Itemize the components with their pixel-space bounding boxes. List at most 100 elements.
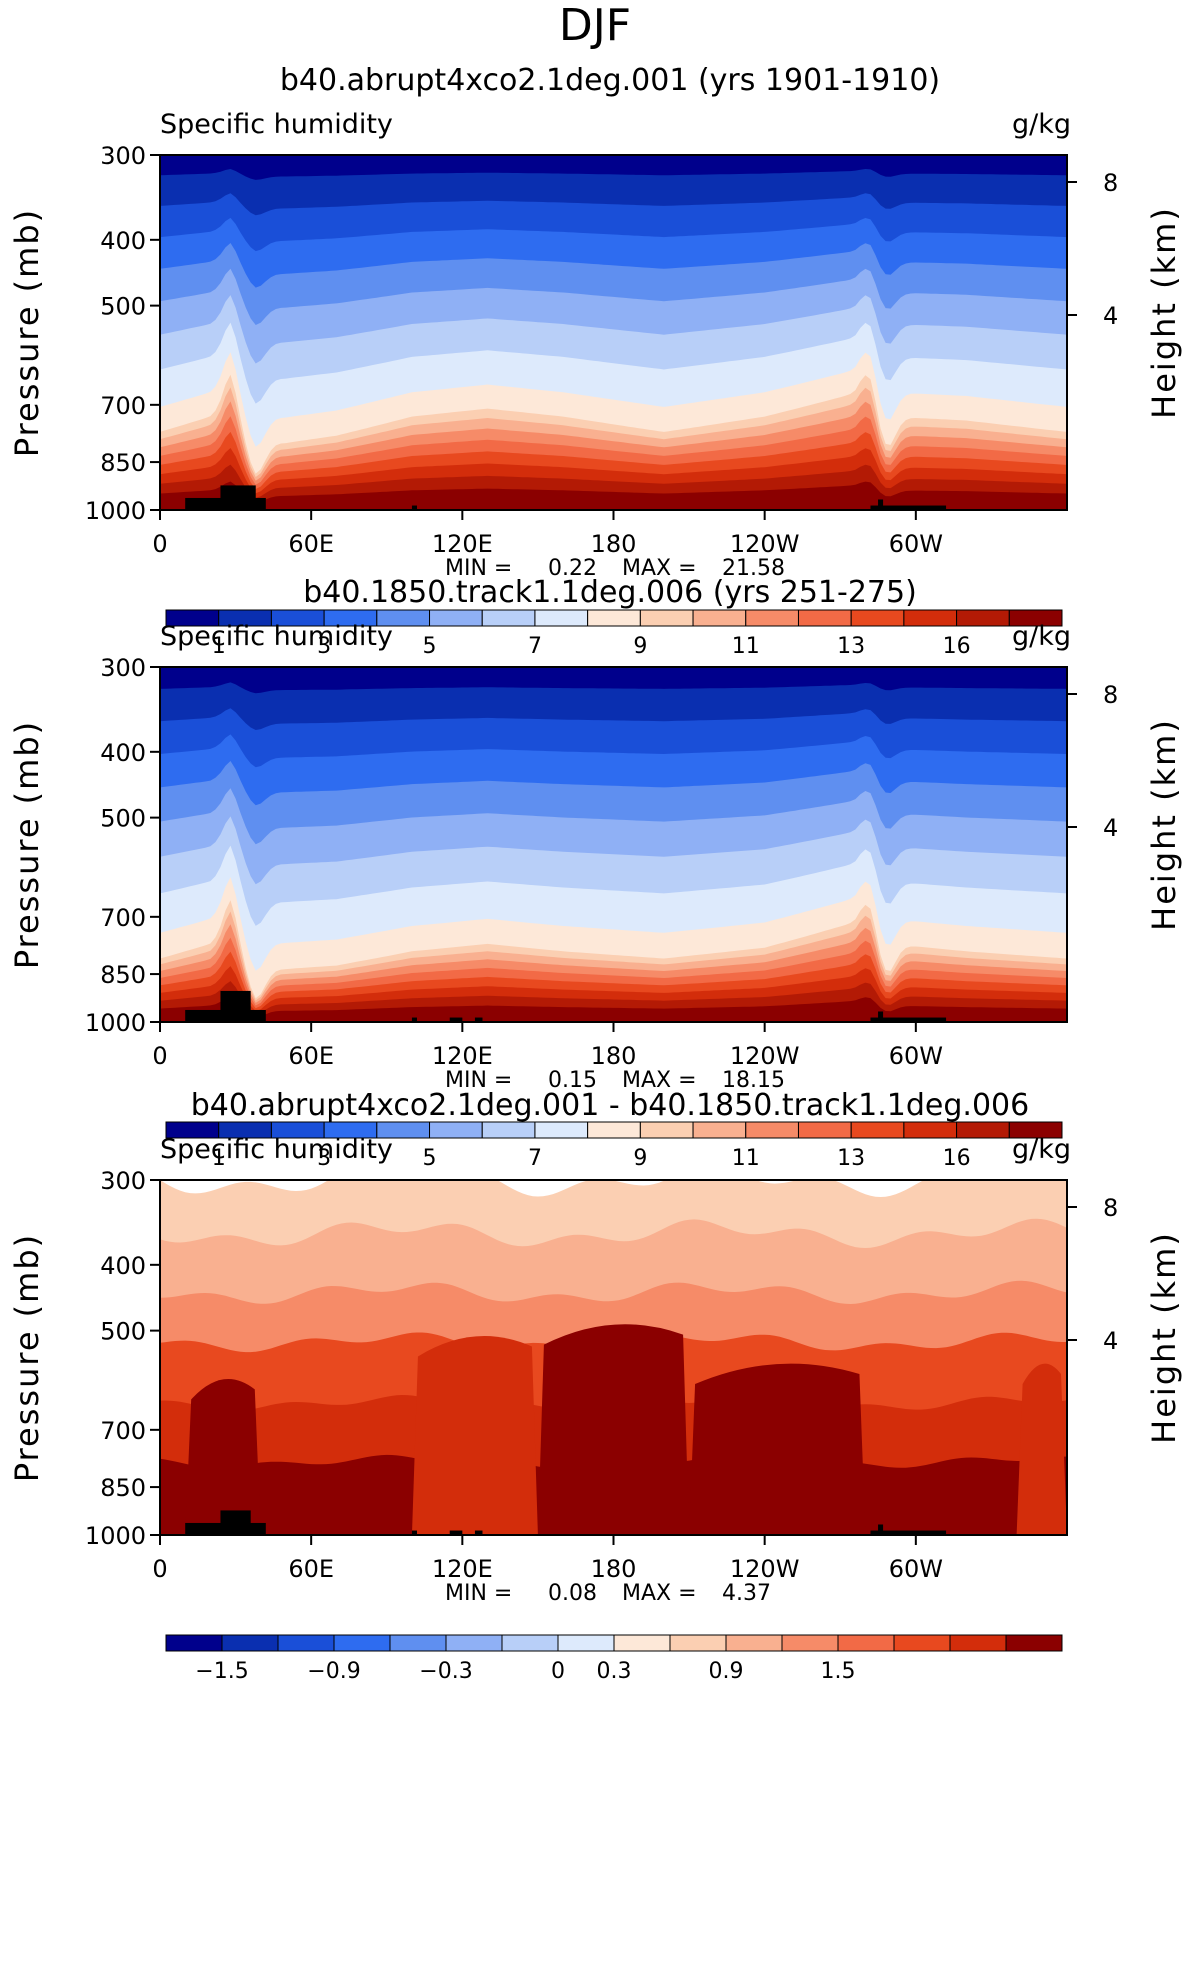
colorbar-swatch [501,1634,559,1652]
y-tick-label: 1000 [85,1522,146,1550]
min-label: MIN = [445,1068,512,1093]
colorbar-swatch [669,1634,727,1652]
colorbar-swatch [221,1634,279,1652]
topography-mask [220,1510,251,1535]
contour-plume [411,1336,538,1535]
panel-3: b40.abrupt4xco2.1deg.001 - b40.1850.trac… [8,1088,1183,1684]
colorbar-label: 9 [633,1146,647,1171]
x-tick-label: 0 [152,530,167,558]
colorbar-swatch [333,1634,391,1652]
y-axis-title: Pressure (mb) [8,720,46,969]
colorbar-swatch [165,1634,223,1652]
colorbar-swatch [725,1634,783,1652]
min-label: MIN = [445,556,512,581]
right-tick-label: 8 [1103,169,1118,197]
max-label: MAX = [622,556,697,581]
chart-title: b40.abrupt4xco2.1deg.001 (yrs 1901-1910) [280,63,940,98]
y-tick-label: 850 [100,961,146,989]
right-axis-title: Height (km) [1145,718,1183,931]
colorbar-swatch [587,609,641,627]
colorbar-label: −0.3 [419,1659,472,1684]
colorbar-label: 0 [551,1659,565,1684]
variable-label: Specific humidity [160,109,393,140]
topography-mask [870,1017,947,1022]
colorbar-label: 16 [943,1146,971,1171]
y-axis-title: Pressure (mb) [8,208,46,457]
colorbar-swatch [481,609,536,627]
right-tick-label: 8 [1103,681,1118,709]
colorbar-label: 7 [528,1146,542,1171]
x-tick-label: 120E [432,1042,493,1070]
units-label: g/kg [1012,109,1071,140]
min-value: 0.15 [548,1068,597,1093]
colorbar-swatch [949,1634,1007,1652]
x-tick-label: 60E [288,1042,334,1070]
contour-field [160,155,1067,510]
x-tick-label: 60W [889,530,943,558]
colorbar-swatch [745,1121,799,1139]
colorbar-label: 11 [732,634,760,659]
x-tick-label: 120E [432,1555,493,1583]
min-value: 0.08 [548,1581,597,1606]
colorbar-label: 3 [317,634,331,659]
colorbar-label: −1.5 [195,1659,248,1684]
colorbar-label: 13 [837,1146,865,1171]
y-tick-label: 500 [100,805,146,833]
y-tick-label: 700 [100,392,146,420]
colorbar-swatch [850,1121,905,1139]
topography-mask [474,1017,483,1022]
x-tick-label: 0 [152,1042,167,1070]
contour-plume [689,1363,866,1535]
y-tick-label: 300 [100,654,146,682]
colorbar-swatch [797,609,852,627]
colorbar-swatch [445,1634,503,1652]
max-value: 4.37 [722,1581,771,1606]
max-label: MAX = [622,1068,697,1093]
y-tick-label: 300 [100,142,146,170]
colorbar-label: 3 [317,1146,331,1171]
colorbar-swatch [639,609,694,627]
colorbar-swatch [692,1121,747,1139]
units-label: g/kg [1012,1134,1071,1165]
contour-band [160,996,1067,1022]
y-tick-label: 400 [100,1252,146,1280]
x-tick-label: 0 [152,1555,167,1583]
colorbar-swatch [429,609,483,627]
colorbar-swatch [1005,1634,1063,1652]
y-tick-label: 400 [100,227,146,255]
colorbar-swatch [534,1121,589,1139]
contour-field [160,667,1067,1022]
y-tick-label: 1000 [85,497,146,525]
colorbar-label: 1 [212,634,226,659]
colorbar-swatch [1008,1121,1063,1139]
chart-title: b40.abrupt4xco2.1deg.001 - b40.1850.trac… [191,1088,1029,1123]
contour-plume [537,1324,690,1535]
colorbar-label: 0.3 [597,1659,632,1684]
topography-mask [870,505,947,510]
chart-title: b40.1850.track1.1deg.006 (yrs 251-275) [303,575,917,610]
topography-mask [220,990,251,1022]
colorbar-swatch [429,1121,483,1139]
topography-mask [878,1011,884,1022]
max-label: MAX = [622,1581,697,1606]
colorbar-swatch [277,1634,335,1652]
variable-label: Specific humidity [160,621,393,652]
colorbar-swatch [389,1634,447,1652]
x-tick-label: 120W [730,530,800,558]
colorbar-swatch [956,609,1010,627]
topography-mask [449,1017,463,1022]
right-tick-label: 4 [1103,1327,1118,1355]
right-tick-label: 8 [1103,1194,1118,1222]
y-tick-label: 850 [100,449,146,477]
colorbar-swatch [534,609,589,627]
max-value: 21.58 [722,556,785,581]
min-label: MIN = [445,1581,512,1606]
colorbar-swatch [587,1121,641,1139]
colorbar-label: 5 [423,634,437,659]
x-tick-label: 120E [432,530,493,558]
topography-mask [878,1524,884,1535]
contour-field [160,1180,1067,1535]
colorbar-swatch [903,609,958,627]
x-tick-label: 180 [591,1042,637,1070]
